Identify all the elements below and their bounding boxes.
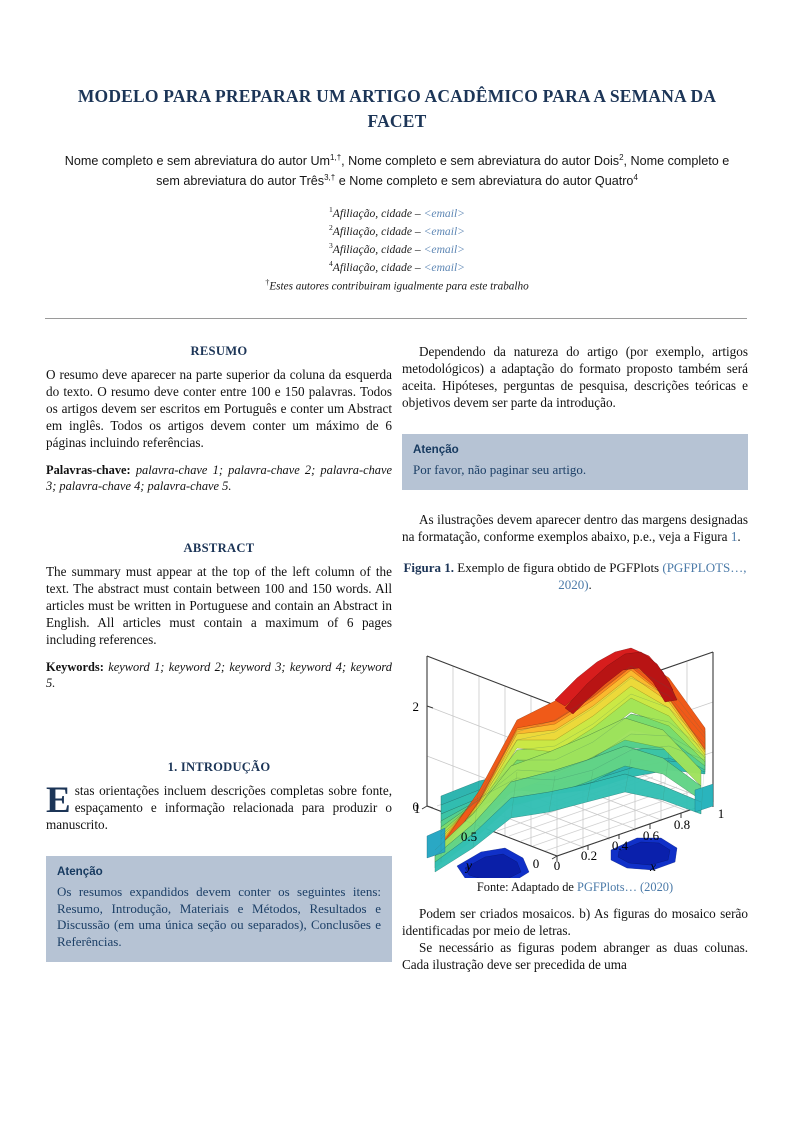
figure-caption-end: . xyxy=(588,576,592,592)
plot-tick-labels: 2 0 1 0.5 0 0 0.2 0.4 0.6 0.8 1 xyxy=(413,699,725,873)
affiliation-text: Afiliação, cidade – xyxy=(332,242,424,256)
affiliation-row: 2Afiliação, cidade – <email> xyxy=(52,222,742,240)
author-1-name: Nome completo e sem abreviatura do autor… xyxy=(64,154,331,169)
left-column: RESUMO O resumo deve aparecer na parte s… xyxy=(46,344,392,963)
xtick-0-8: 0.8 xyxy=(674,817,690,832)
affiliation-text: Afiliação, cidade – xyxy=(332,260,424,274)
dagger-symbol: † xyxy=(265,277,270,287)
author-1-sup: 1,† xyxy=(330,153,342,162)
keywords-en-text: keyword 1; keyword 2; keyword 3; keyword… xyxy=(46,659,392,690)
equal-contribution-text: Estes autores contribuiram igualmente pa… xyxy=(269,280,529,293)
xtick-1: 1 xyxy=(718,806,725,821)
right-paragraph-2-text: As ilustrações devem aparecer dentro das… xyxy=(402,511,748,544)
attention-box-left: Atenção Os resumos expandidos devem cont… xyxy=(46,855,392,963)
page-title: MODELO PARA PREPARAR UM ARTIGO ACADÊMICO… xyxy=(77,86,717,132)
introducao-text: stas orientações incluem descrições comp… xyxy=(46,782,392,832)
figure-source-line: Fonte: Adaptado de PGFPlots… (2020) xyxy=(402,880,748,895)
abstract-heading: ABSTRACT xyxy=(183,540,255,555)
figure-caption-label: Figura 1. xyxy=(403,559,455,575)
figure-source-citation[interactable]: PGFPlots… (2020) xyxy=(577,879,674,894)
drop-cap-letter: E xyxy=(46,779,71,821)
affiliation-row: 1Afiliação, cidade – <email> xyxy=(52,204,742,222)
right-paragraph-2-end: . xyxy=(737,528,741,544)
affiliations-block: 1Afiliação, cidade – <email> 2Afiliação,… xyxy=(52,204,742,295)
figure-cross-reference[interactable]: 1 xyxy=(730,528,738,544)
keywords-en: Keywords: keyword 1; keyword 2; keyword … xyxy=(46,660,392,692)
figure-source-label: Fonte: Adaptado de xyxy=(476,879,578,894)
affiliation-email-link[interactable]: <email> xyxy=(423,260,465,274)
ztick-0: 0 xyxy=(413,799,420,814)
keywords-pt-label: Palavras-chave: xyxy=(46,462,131,477)
figure-image-wrapper: 2 0 1 0.5 0 0 0.2 0.4 0.6 0.8 1 y x xyxy=(402,600,748,878)
author-2-name: Nome completo e sem abreviatura do autor… xyxy=(348,154,620,169)
authors-line: Nome completo e sem abreviatura do autor… xyxy=(52,152,742,192)
author-4-name: Nome completo e sem abreviatura do autor… xyxy=(349,174,634,189)
right-paragraph-2: As ilustrações devem aparecer dentro das… xyxy=(402,512,748,546)
author-sep-3: e xyxy=(335,174,350,189)
affiliation-row: 3Afiliação, cidade – <email> xyxy=(52,240,742,258)
affiliation-email-link[interactable]: <email> xyxy=(423,206,465,220)
affiliation-text: Afiliação, cidade – xyxy=(332,206,424,220)
attention-title: Atenção xyxy=(413,442,459,456)
ztick-2: 2 xyxy=(413,699,420,714)
resumo-heading: RESUMO xyxy=(190,344,248,358)
resumo-paragraph: O resumo deve aparecer na parte superior… xyxy=(46,367,392,450)
x-axis-label: x xyxy=(649,859,656,874)
keywords-pt: Palavras-chave: palavra-chave 1; palavra… xyxy=(46,463,392,495)
author-2-sup: 2 xyxy=(619,153,624,162)
abstract-paragraph: The summary must appear at the top of th… xyxy=(46,563,392,647)
attention-box-right: Atenção Por favor, não paginar seu artig… xyxy=(402,433,748,490)
right-paragraph-1: Dependendo da natureza do artigo (por ex… xyxy=(402,344,748,410)
ytick-0-5: 0.5 xyxy=(461,829,477,844)
figure-caption-citation[interactable]: (PGFPLOTS…, 2020) xyxy=(558,559,747,592)
surface-mesh xyxy=(426,647,714,878)
author-3-sup: 3,† xyxy=(324,173,336,183)
introducao-heading: 1. INTRODUÇÃO xyxy=(167,759,271,774)
attention-title: Atenção xyxy=(57,864,103,878)
xtick-0: 0 xyxy=(554,858,561,873)
author-sep-1: , xyxy=(341,154,349,169)
header-divider xyxy=(45,318,747,319)
keywords-en-label: Keywords: xyxy=(46,659,104,674)
xtick-0-6: 0.6 xyxy=(643,828,660,843)
keywords-pt-text: palavra-chave 1; palavra-chave 2; palavr… xyxy=(46,462,392,493)
y-axis-label: y xyxy=(464,858,472,873)
right-column: Dependendo da natureza do artigo (por ex… xyxy=(402,344,748,974)
figure-caption-text: Exemplo de figura obtido de PGFPlots xyxy=(454,559,660,575)
ytick-0: 0 xyxy=(533,856,540,871)
affiliation-sup: 3 xyxy=(328,240,333,250)
affiliation-row: 4Afiliação, cidade – <email> xyxy=(52,258,742,276)
author-3-name: Nome completo e sem abreviatura do autor… xyxy=(156,154,730,189)
author-sep-2: , xyxy=(623,154,631,169)
affiliation-sup: 2 xyxy=(328,222,333,232)
right-paragraph-3: Podem ser criados mosaicos. b) As figura… xyxy=(402,905,748,938)
xtick-0-2: 0.2 xyxy=(581,848,597,863)
attention-body: Os resumos expandidos devem conter os se… xyxy=(57,883,381,950)
surface-plot-3d: 2 0 1 0.5 0 0 0.2 0.4 0.6 0.8 1 y x xyxy=(413,647,725,878)
affiliation-sup: 4 xyxy=(328,258,333,268)
figure-caption: Figura 1. Exemplo de figura obtido de PG… xyxy=(402,559,748,593)
affiliation-email-link[interactable]: <email> xyxy=(423,224,465,238)
ytick-1: 1 xyxy=(414,801,421,816)
affiliation-sup: 1 xyxy=(328,205,333,214)
affiliation-text: Afiliação, cidade – xyxy=(332,224,424,238)
attention-body: Por favor, não paginar seu artigo. xyxy=(413,461,587,477)
equal-contribution-footnote: †Estes autores contribuiram igualmente p… xyxy=(52,277,742,295)
author-4-sup: 4 xyxy=(633,173,638,183)
affiliation-email-link[interactable]: <email> xyxy=(423,242,465,256)
right-paragraph-4: Se necessário as figuras podem abranger … xyxy=(402,939,748,972)
xtick-0-4: 0.4 xyxy=(612,838,629,853)
